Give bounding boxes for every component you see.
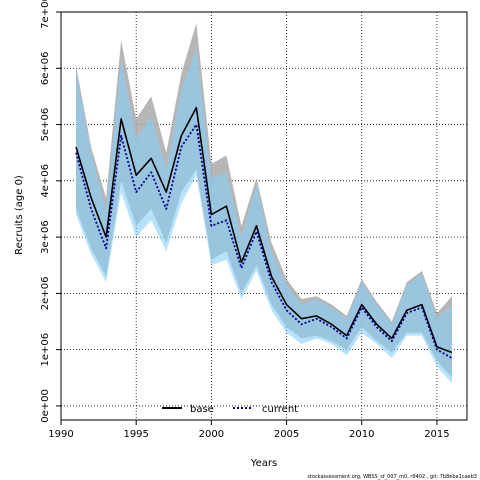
x-axis-title: Years <box>250 458 277 469</box>
y-tick-label: 4e+06 <box>40 164 51 198</box>
footer-caption: stockassessment.org, WBSS_sf_007_m0, r94… <box>307 474 477 480</box>
y-tick-label: 3e+06 <box>40 220 51 254</box>
y-tick-label: 5e+06 <box>40 108 51 142</box>
x-tick-label: 2010 <box>349 429 374 440</box>
x-tick-label: 1990 <box>48 429 73 440</box>
x-tick-label: 2005 <box>274 429 299 440</box>
y-tick-label: 1e+06 <box>40 333 51 367</box>
y-tick-label: 6e+06 <box>40 51 51 85</box>
confidence-band-base <box>76 23 452 378</box>
legend-label-base: base <box>190 404 214 415</box>
plot-frame <box>60 11 468 421</box>
confidence-bands <box>76 23 452 384</box>
legend: base current <box>162 404 298 415</box>
x-tick-label: 2000 <box>199 429 224 440</box>
y-axis-title: Recruits (age 0) <box>14 175 25 255</box>
y-tick-label: 0e+00 <box>40 389 51 423</box>
y-tick-label: 2e+06 <box>40 277 51 311</box>
series-lines <box>75 106 453 359</box>
x-tick-label: 1995 <box>123 429 148 440</box>
y-tick-label: 7e+06 <box>40 0 51 29</box>
confidence-band-current <box>76 48 452 384</box>
x-tick-label: 2015 <box>424 429 449 440</box>
x-axis: 1990 1995 2000 2005 2010 2015 <box>48 420 450 440</box>
series-line-base <box>75 106 453 354</box>
legend-label-current: current <box>262 404 298 415</box>
y-axis: 0e+00 1e+06 2e+06 3e+06 4e+06 5e+06 6e+06 7e+06 <box>40 0 61 423</box>
series-line-current <box>75 123 453 359</box>
